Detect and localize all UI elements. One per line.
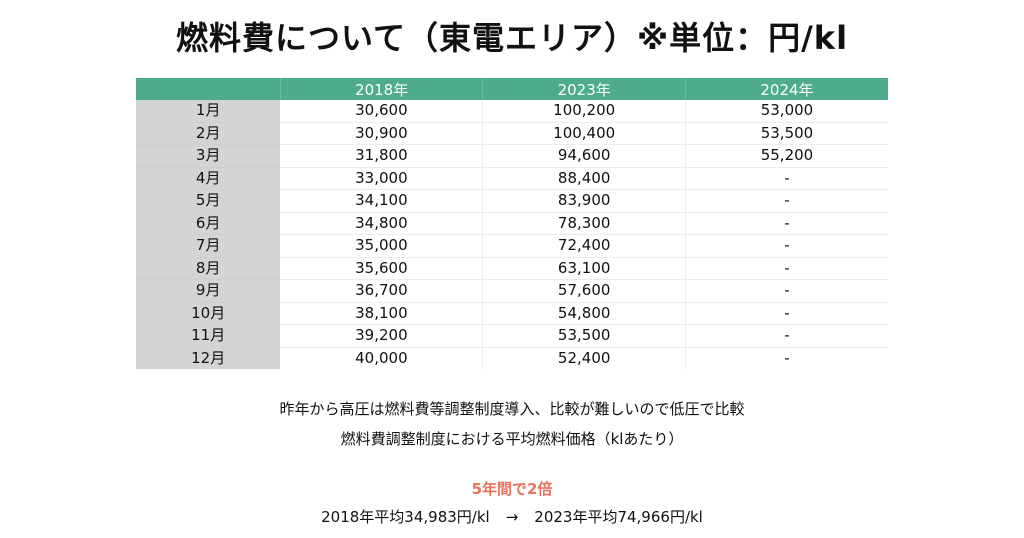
month-cell: 7月 [136,234,281,258]
table-body: 1月 30,600 100,200 53,000 2月 30,900 100,400 53,5… [136,100,888,369]
value-cell-2024: 53,500 [685,122,888,145]
value-cell-2018: 33,000 [280,167,484,190]
value-cell-2018: 39,200 [280,324,484,348]
note-line-1: 昨年から高圧は燃料費等調整制度導入、比較が難しいので低圧で比較 [279,400,745,418]
month-cell: 2月 [136,122,281,145]
value-cell-2023: 100,400 [482,122,686,145]
value-cell-2023: 83,900 [482,189,686,213]
value-cell-2024: - [685,257,888,280]
arrow-icon: → [505,508,519,526]
value-cell-2024: - [685,302,888,325]
fuel-cost-table: 2018年 2023年 2024年 1月 30,600 100,200 53,000 2… [136,78,888,369]
table-row: 9月 36,700 57,600- [136,279,888,303]
value-cell-2018: 36,700 [280,279,484,303]
month-cell: 5月 [136,189,281,213]
table-row: 10月 38,100 54,800- [136,302,888,325]
value-cell-2018: 30,600 [280,100,484,123]
value-cell-2024: - [685,167,888,190]
value-cell-2024: - [685,234,888,258]
value-cell-2018: 35,000 [280,234,484,258]
header-cell-2023: 2023年 [482,78,686,100]
value-cell-2024: - [685,324,888,348]
value-cell-2023: 63,100 [482,257,686,280]
table-row: 4月 33,000 88,400- [136,167,888,190]
month-cell: 8月 [136,257,281,280]
table-row: 6月 34,800 78,300- [136,212,888,235]
value-cell-2018: 34,100 [280,189,484,213]
header-cell-month [136,78,281,100]
table-row: 11月 39,200 53,500- [136,324,888,348]
table-row: 1月 30,600 100,200 53,000 [136,100,888,123]
value-cell-2024: - [685,212,888,235]
month-cell: 6月 [136,212,281,235]
value-cell-2023: 100,200 [482,100,686,123]
value-cell-2023: 94,600 [482,144,686,168]
summary-line: 2018年平均34,983円/kl → 2023年平均74,966円/kl [0,506,1024,527]
table-row: 7月 35,000 72,400- [136,234,888,258]
value-cell-2018: 35,600 [280,257,484,280]
note-line-2: 燃料費調整制度における平均燃料価格（klあたり） [340,430,684,448]
month-cell: 1月 [136,100,281,123]
value-cell-2023: 54,800 [482,302,686,325]
month-cell: 4月 [136,167,281,190]
value-cell-2018: 38,100 [280,302,484,325]
page-title: 燃料費について（東電エリア）※単位：円/kl [175,19,849,57]
value-cell-2018: 40,000 [280,347,484,369]
month-cell: 9月 [136,279,281,303]
value-cell-2023: 72,400 [482,234,686,258]
value-cell-2024: 53,000 [685,100,888,123]
value-cell-2024: - [685,189,888,213]
table-row: 12月 40,000 52,400 - [136,347,888,369]
value-cell-2023: 57,600 [482,279,686,303]
value-cell-2023: 52,400 [482,347,686,369]
table-header-row: 2018年 2023年 2024年 [136,78,888,100]
value-cell-2023: 53,500 [482,324,686,348]
value-cell-2018: 31,800 [280,144,484,168]
table-row: 8月 35,600 63,100- [136,257,888,280]
month-cell: 12月 [136,347,281,369]
month-cell: 11月 [136,324,281,348]
value-cell-2024: - [784,348,790,367]
highlight-text: 5年間で2倍 [471,480,553,498]
value-cell-2018: 30,900 [280,122,484,145]
summary-2018: 2018年平均34,983円/kl [321,508,490,526]
header-cell-2018: 2018年 [280,78,484,100]
summary-2023: 2023年平均74,966円/kl [534,508,703,526]
table-row: 5月 34,100 83,900- [136,189,888,213]
value-cell-2018: 34,800 [280,212,484,235]
value-cell-2024: - [685,279,888,303]
value-cell-2023: 78,300 [482,212,686,235]
value-cell-2023: 88,400 [482,167,686,190]
table-row: 2月 30,900 100,400 53,500 [136,122,888,145]
month-cell: 10月 [136,302,281,325]
header-cell-2024: 2024年 [685,78,888,100]
month-cell: 3月 [136,144,281,168]
value-cell-2024: 55,200 [685,144,888,168]
table-row: 3月 31,800 94,600 55,200 [136,144,888,168]
